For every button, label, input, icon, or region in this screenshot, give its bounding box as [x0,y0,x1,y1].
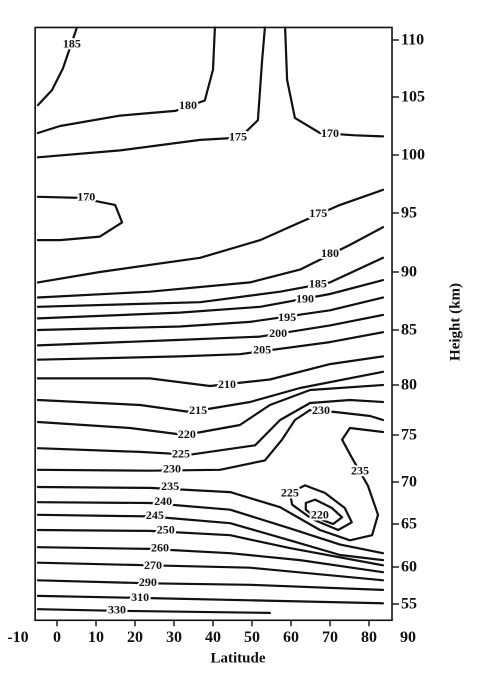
x-tick-label: 80 [361,629,377,646]
contour-line [36,513,385,562]
contour-label: 245 [146,508,164,522]
contour-line [36,608,271,614]
x-tick-label: 0 [53,629,61,646]
contour-label: 185 [63,36,81,50]
contour-label: 175 [309,206,327,220]
contour-line [36,226,385,299]
contour-line [36,313,385,347]
contour-line [36,188,385,284]
contour-line [36,26,266,159]
x-axis-title: Latitude [210,650,265,666]
contour-line [36,195,124,242]
contour-label: 240 [154,494,172,508]
contour-label: 175 [229,129,247,143]
y-tick-label: 65 [401,516,417,533]
contour-line [36,561,385,582]
contour-label: 215 [189,403,207,417]
y-tick-label: 80 [401,377,417,394]
y-tick-label: 105 [401,89,425,106]
contour-line [36,331,385,361]
contour-label: 190 [296,292,314,306]
contour-line [36,579,385,591]
contour-label: 170 [77,190,95,204]
contour-label: 250 [157,523,175,537]
contour-label: 185 [309,277,327,291]
contour-label: 235 [351,463,369,477]
contour-line [36,546,385,574]
contour-label: 290 [139,575,157,589]
x-tick-label: -10 [7,629,28,646]
y-tick-label: 85 [401,322,417,339]
contour-label: 230 [312,403,330,417]
contour-label: 210 [218,377,236,391]
contour-line [36,383,385,437]
y-axis-title: Height (km) [447,283,463,361]
contour-label: 220 [178,427,196,441]
x-tick-label: 10 [88,629,104,646]
contour-label: 230 [163,462,181,476]
contour-line [288,484,353,532]
y-tick-label: 60 [401,559,417,576]
contour-label: 200 [269,326,287,340]
contour-label: 220 [311,507,329,521]
contour-label: 235 [161,479,179,493]
contour-label: 310 [131,590,149,604]
contour-line [284,26,385,138]
contour-line [36,501,385,555]
contour-label: 180 [321,246,339,260]
contour-line [36,528,385,567]
y-tick-label: 95 [401,205,417,222]
x-tick-label: 70 [322,629,338,646]
contour-label: 225 [281,486,299,500]
contour-label: 270 [144,558,162,572]
y-tick-label: 100 [401,147,425,164]
contour-label: 180 [179,98,197,112]
x-tick-label: 40 [205,629,221,646]
contour-label: 330 [108,602,126,616]
x-tick-label: 20 [127,629,143,646]
contour-line [36,26,78,107]
contour-line [36,279,385,320]
contour-line [36,408,385,472]
contour-line [36,426,385,542]
contour-label: 205 [253,343,271,357]
y-tick-label: 110 [401,32,424,49]
x-tick-label: 30 [166,629,182,646]
x-tick-label: 50 [244,629,260,646]
contour-line [36,370,385,414]
y-tick-label: 75 [401,427,417,444]
contour-line [36,26,216,135]
y-tick-label: 55 [401,596,417,613]
contour-line [36,296,385,332]
contour-line [36,256,385,308]
contour-label: 225 [172,446,190,460]
x-tick-label: 90 [400,629,416,646]
y-tick-label: 90 [401,264,417,281]
contour-line [36,355,385,388]
contour-line [36,398,385,456]
contour-label: 195 [278,310,296,324]
contour-line [304,498,344,526]
contour-label: 170 [321,126,339,140]
contour-line [36,594,385,605]
contour-label: 260 [151,541,169,555]
y-tick-label: 70 [401,474,417,491]
x-tick-label: 60 [283,629,299,646]
